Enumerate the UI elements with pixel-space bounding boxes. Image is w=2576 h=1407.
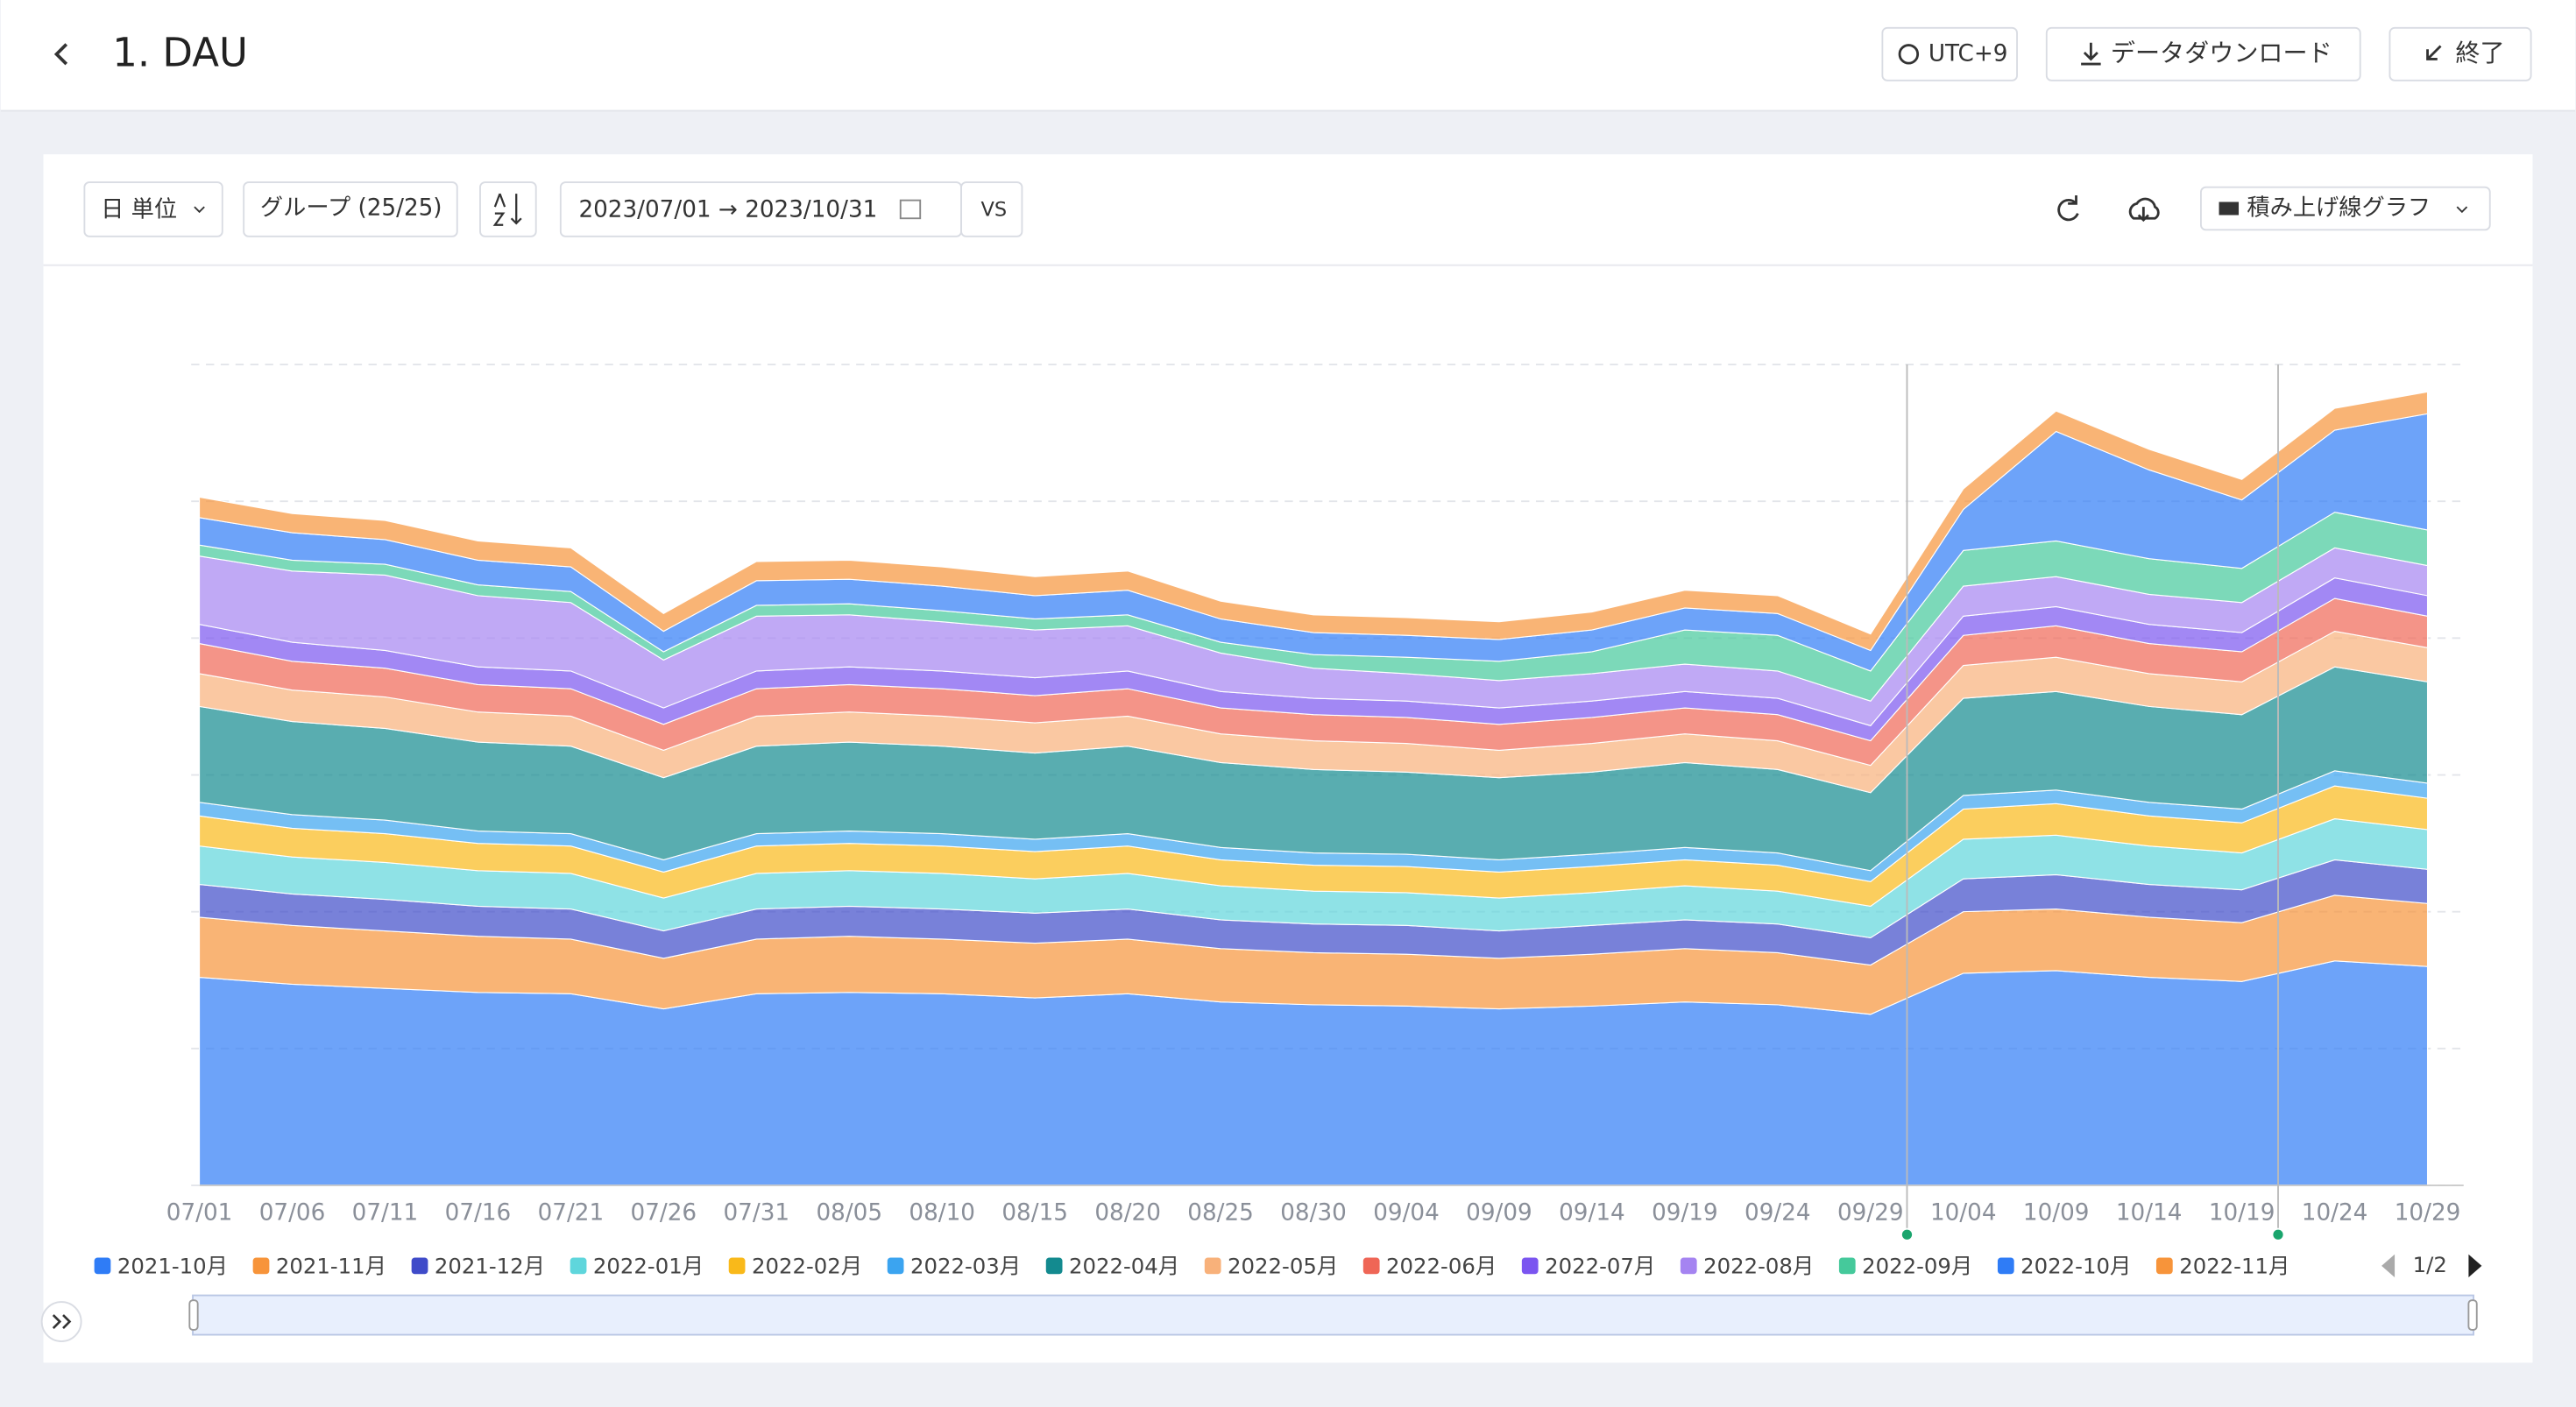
- x-tick-label: 09/09: [1466, 1199, 1532, 1226]
- x-tick-label: 08/10: [909, 1199, 975, 1226]
- legend-label: 2021-10月: [117, 1254, 228, 1279]
- compare-label: VS: [981, 198, 1008, 221]
- x-tick-label: 07/11: [352, 1199, 419, 1226]
- x-tick-label: 07/31: [724, 1199, 790, 1226]
- slider-handle[interactable]: [2468, 1300, 2476, 1330]
- legend-swatch: [570, 1257, 587, 1274]
- exit-button[interactable]: 終了: [2389, 28, 2530, 81]
- x-tick-label: 08/25: [1187, 1199, 1254, 1226]
- date-range-picker[interactable]: 2023/07/01 → 2023/10/31: [561, 182, 961, 237]
- legend-label: 2022-11月: [2179, 1254, 2289, 1279]
- legend-label: 2022-06月: [1386, 1254, 1497, 1279]
- x-tick-label: 07/06: [259, 1199, 326, 1226]
- legend-label: 2022-08月: [1703, 1254, 1814, 1279]
- legend-swatch: [1522, 1257, 1539, 1274]
- x-tick-label: 08/30: [1280, 1199, 1347, 1226]
- x-tick-label: 10/14: [2116, 1199, 2183, 1226]
- unit-label: 日 単位: [101, 196, 177, 223]
- page-title: 1. DAU: [112, 30, 248, 76]
- x-tick-label: 07/16: [445, 1199, 512, 1226]
- legend-swatch: [1205, 1257, 1221, 1274]
- legend-label: 2022-05月: [1228, 1254, 1338, 1279]
- legend-swatch: [1363, 1257, 1380, 1274]
- legend-swatch: [95, 1257, 111, 1274]
- x-tick-label: 08/20: [1094, 1199, 1161, 1226]
- x-tick-label: 09/04: [1373, 1199, 1440, 1226]
- x-tick-label: 08/05: [816, 1199, 882, 1226]
- legend-swatch: [253, 1257, 270, 1274]
- legend-label: 2022-07月: [1545, 1254, 1655, 1279]
- x-tick-label: 09/19: [1652, 1199, 1718, 1226]
- x-tick-label: 09/14: [1559, 1199, 1625, 1226]
- timezone-label: UTC+9: [1928, 40, 2008, 67]
- group-label: グループ (25/25): [260, 194, 442, 221]
- legend-label: 2022-01月: [593, 1254, 704, 1279]
- legend-swatch: [412, 1257, 428, 1274]
- download-button[interactable]: データダウンロード: [2047, 28, 2360, 81]
- x-tick-label: 10/09: [2023, 1199, 2090, 1226]
- x-tick-label: 10/24: [2302, 1199, 2368, 1226]
- legend-label: 2021-12月: [435, 1254, 545, 1279]
- compare-button[interactable]: VS: [961, 182, 1022, 237]
- x-tick-label: 10/29: [2395, 1199, 2461, 1226]
- sort-button[interactable]: [480, 182, 536, 237]
- legend-swatch: [1839, 1257, 1856, 1274]
- legend-swatch: [1998, 1257, 2014, 1274]
- unit-select[interactable]: 日 単位: [84, 182, 222, 237]
- legend-swatch: [1681, 1257, 1697, 1274]
- legend-swatch: [888, 1257, 904, 1274]
- download-label: データダウンロード: [2111, 39, 2332, 67]
- x-tick-label: 10/04: [1930, 1199, 1997, 1226]
- marker-dot[interactable]: [1902, 1230, 1912, 1240]
- legend-label: 2022-04月: [1069, 1254, 1179, 1279]
- x-tick-label: 07/26: [631, 1199, 697, 1226]
- legend-label: 2022-02月: [752, 1254, 862, 1279]
- x-tick-label: 07/21: [538, 1199, 605, 1226]
- legend-swatch: [1046, 1257, 1063, 1274]
- date-range-label: 2023/07/01 → 2023/10/31: [578, 196, 877, 223]
- expand-button[interactable]: [42, 1302, 81, 1341]
- legend-swatch: [2156, 1257, 2173, 1274]
- slider-handle[interactable]: [189, 1300, 197, 1330]
- legend-label: 2022-10月: [2020, 1254, 2131, 1279]
- legend-label: 2022-03月: [910, 1254, 1021, 1279]
- x-tick-label: 08/15: [1001, 1199, 1068, 1226]
- x-tick-label: 07/01: [166, 1199, 233, 1226]
- legend-label: 2022-09月: [1862, 1254, 1972, 1279]
- x-tick-label: 09/29: [1837, 1199, 1904, 1226]
- x-tick-label: 10/19: [2209, 1199, 2275, 1226]
- legend-page: 1/2: [2413, 1252, 2447, 1277]
- chart-kind-select[interactable]: 積み上げ線グラフ: [2201, 187, 2490, 230]
- range-slider[interactable]: [193, 1296, 2473, 1335]
- x-tick-label: 09/24: [1744, 1199, 1811, 1226]
- legend-swatch: [729, 1257, 746, 1274]
- chart-kind-label: 積み上げ線グラフ: [2247, 194, 2431, 221]
- timezone-button[interactable]: UTC+9: [1882, 28, 2017, 81]
- exit-label: 終了: [2455, 39, 2504, 67]
- legend-label: 2021-11月: [276, 1254, 386, 1279]
- marker-dot[interactable]: [2273, 1230, 2282, 1240]
- group-select[interactable]: グループ (25/25): [244, 182, 457, 237]
